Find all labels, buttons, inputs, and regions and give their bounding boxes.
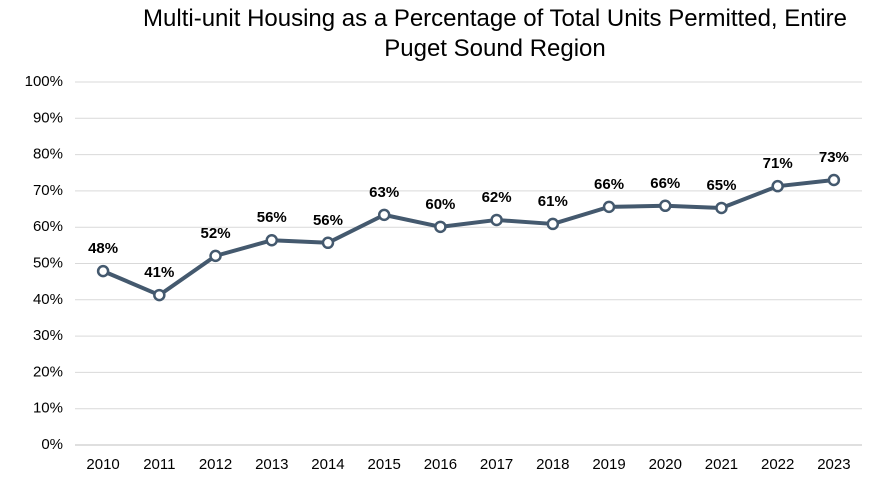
data-label: 61%: [538, 193, 568, 210]
point: [96, 264, 110, 278]
x-tick-label: 2020: [649, 456, 682, 473]
y-tick-label: 0%: [41, 436, 63, 453]
y-tick-label: 20%: [33, 363, 63, 380]
y-tick-label: 50%: [33, 254, 63, 271]
x-tick-label: 2016: [424, 456, 457, 473]
x-tick-label: 2023: [817, 456, 850, 473]
y-tick-label: 100%: [25, 73, 63, 90]
data-label: 56%: [257, 209, 287, 226]
data-label: 66%: [594, 176, 624, 193]
line: [102, 178, 835, 298]
point: [434, 220, 447, 234]
x-tick-label: 2011: [143, 456, 175, 473]
x-tick-label: 2014: [311, 456, 344, 473]
point: [377, 208, 391, 222]
point: [153, 288, 166, 302]
point: [265, 234, 278, 247]
y-tick-label: 80%: [33, 146, 63, 163]
point: [546, 217, 560, 231]
x-tick-label: 2012: [199, 456, 232, 473]
x-tick-label: 2021: [705, 456, 738, 473]
x-tick-label: 2013: [255, 456, 288, 473]
y-tick-label: 60%: [33, 218, 63, 235]
point: [321, 236, 335, 250]
y-tick-label: 10%: [33, 400, 63, 417]
x-tick-label: 2022: [761, 456, 794, 473]
x-tick-label: 2015: [367, 456, 400, 473]
data-label: 60%: [425, 196, 455, 213]
x-tick-label: 2018: [536, 456, 569, 473]
x-tick-label: 2010: [86, 456, 119, 473]
point: [490, 213, 503, 227]
y-tick-label: 40%: [33, 291, 63, 308]
point: [771, 179, 784, 193]
x-tick-label: 2019: [592, 456, 625, 473]
point: [209, 249, 222, 263]
point: [827, 173, 841, 187]
y-tick-label: 90%: [33, 109, 63, 126]
data-label: 63%: [369, 184, 399, 201]
data-label: 41%: [144, 264, 174, 281]
point: [602, 200, 616, 214]
point: [659, 199, 672, 213]
data-label: 66%: [650, 175, 680, 192]
y-tick-label: 30%: [33, 327, 63, 344]
x-tick-label: 2017: [480, 456, 513, 473]
data-label: 73%: [819, 149, 849, 166]
data-label: 56%: [313, 212, 343, 229]
data-label: 71%: [763, 155, 793, 172]
data-label: 48%: [88, 240, 118, 257]
point: [715, 201, 728, 215]
y-tick-label: 70%: [33, 182, 63, 199]
data-label: 52%: [201, 225, 231, 242]
chart-title: Multi-unit Housing as a Percentage of To…: [143, 5, 847, 62]
data-label: 65%: [706, 177, 736, 194]
data-label: 62%: [482, 189, 512, 206]
